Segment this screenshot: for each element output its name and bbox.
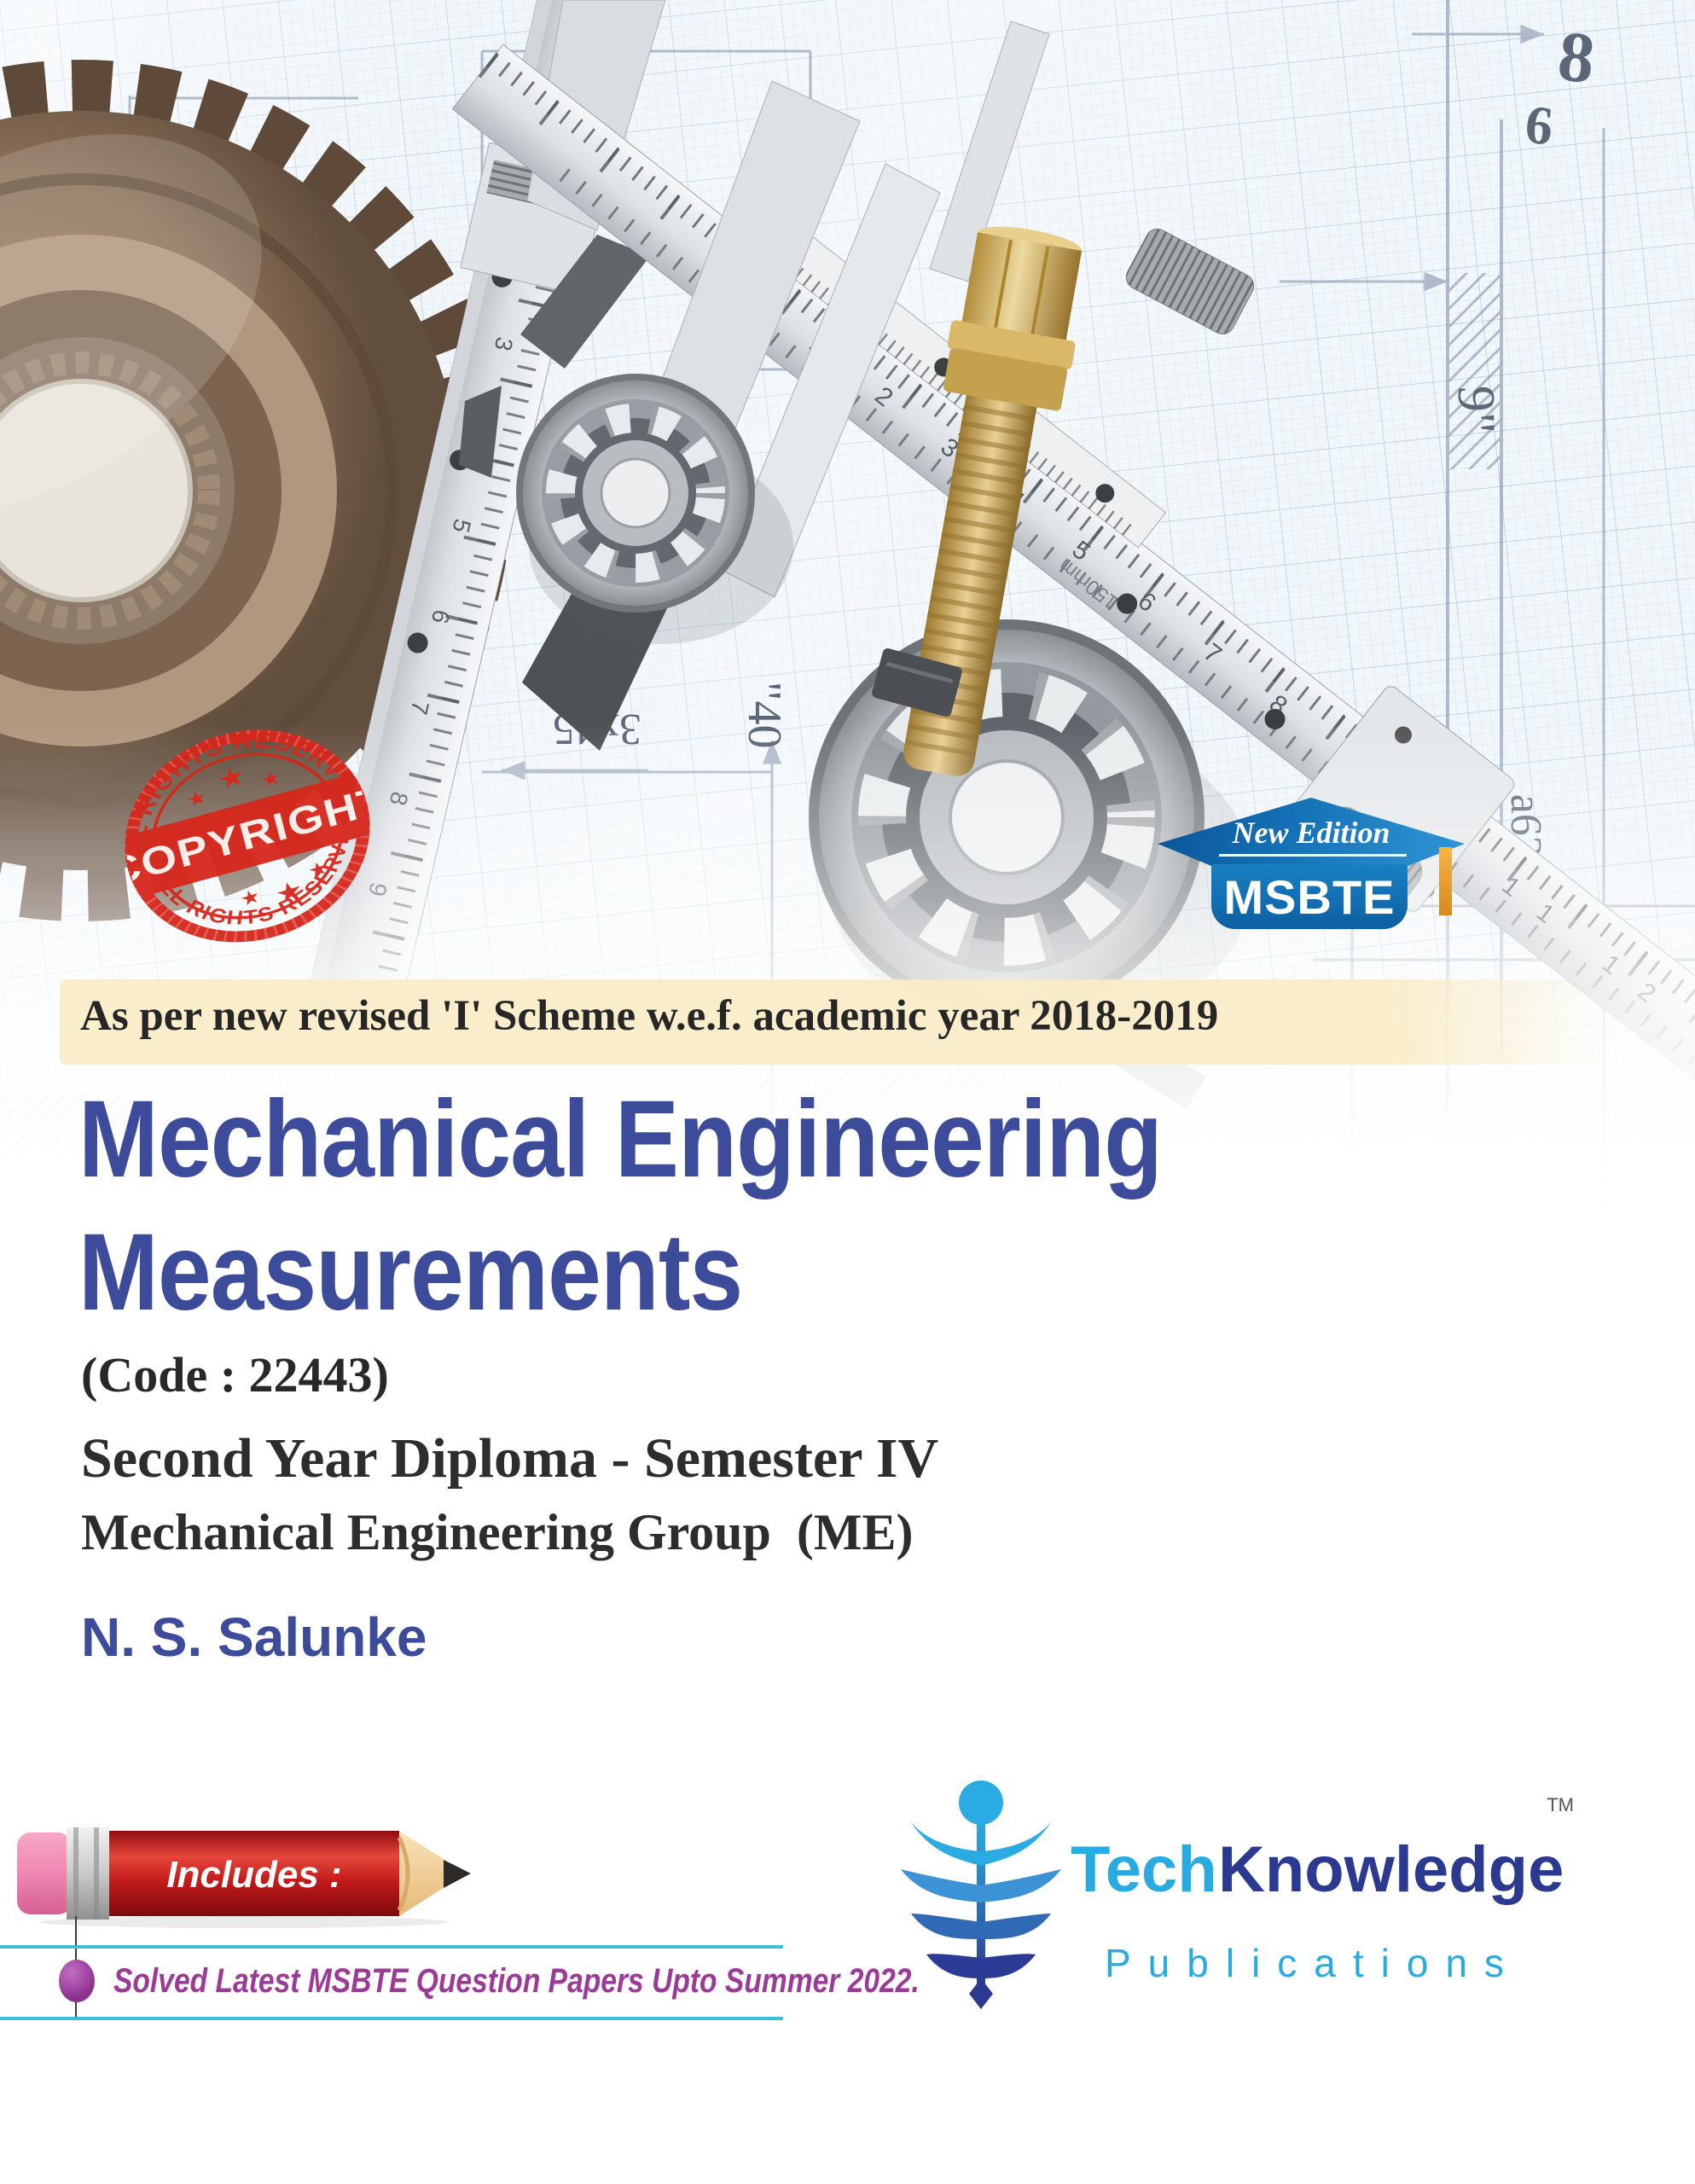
book-title-line1: Mechanical Engineering <box>78 1078 1163 1200</box>
pencil-ferrule <box>67 1827 109 1920</box>
badge-board-label: MSBTE <box>1211 864 1408 929</box>
includes-rule-top <box>0 1945 783 1949</box>
pencil-body <box>109 1831 399 1916</box>
book-code: (Code : 22443) <box>81 1347 389 1403</box>
author-name: N. S. Salunke <box>81 1606 427 1668</box>
badge-tassel <box>1439 847 1452 915</box>
book-title: Mechanical Engineering Measurements <box>78 1073 1163 1339</box>
includes-label: Includes : <box>166 1854 341 1896</box>
publisher-logo: Tech Knowledge TM Publications <box>901 1780 1574 2009</box>
pencil-shadow <box>39 1916 449 1928</box>
publisher-name-part2: Knowledge <box>1218 1833 1564 1906</box>
star-icon: ★ <box>258 766 283 792</box>
pencil-eraser <box>17 1833 72 1914</box>
publisher-mark-icon <box>901 1780 1061 2009</box>
program-line: Second Year Diploma - Semester IV <box>81 1427 939 1490</box>
badge-cap: New Edition <box>1158 798 1465 866</box>
badge-edition-label: New Edition <box>1232 816 1390 850</box>
includes-banner: Includes : <box>17 1827 471 1928</box>
scheme-note: As per new revised 'I' Scheme w.e.f. aca… <box>80 992 1219 1040</box>
pencil-point-icon <box>444 1860 471 1888</box>
book-title-line2: Measurements <box>78 1211 743 1333</box>
scheme-highlight-band <box>60 979 1608 1065</box>
group-line: Mechanical Engineering Group (ME) <box>81 1504 914 1560</box>
cover-photo: 8 6 9" "25 3x45 "40 a62H7 4.0 <box>0 0 1695 1246</box>
publisher-trademark: TM <box>1547 1794 1574 1815</box>
pencil-tip <box>399 1831 466 1916</box>
publisher-subtitle: Publications <box>1105 1941 1521 1985</box>
publisher-name-part1: Tech <box>1071 1833 1217 1906</box>
star-icon: ★ <box>214 761 249 797</box>
copyright-stamp: ALL RIGHTS RESERVED ALL RIGHTS RESERVED … <box>96 708 392 956</box>
star-icon: ★ <box>184 786 209 811</box>
includes-rule-bottom <box>0 2017 783 2020</box>
badge-underline <box>1219 854 1407 857</box>
includes-bullet-icon <box>59 1960 95 2002</box>
new-edition-badge: New Edition MSBTE <box>1141 789 1465 934</box>
includes-item: Solved Latest MSBTE Question Papers Upto… <box>113 1962 920 2000</box>
